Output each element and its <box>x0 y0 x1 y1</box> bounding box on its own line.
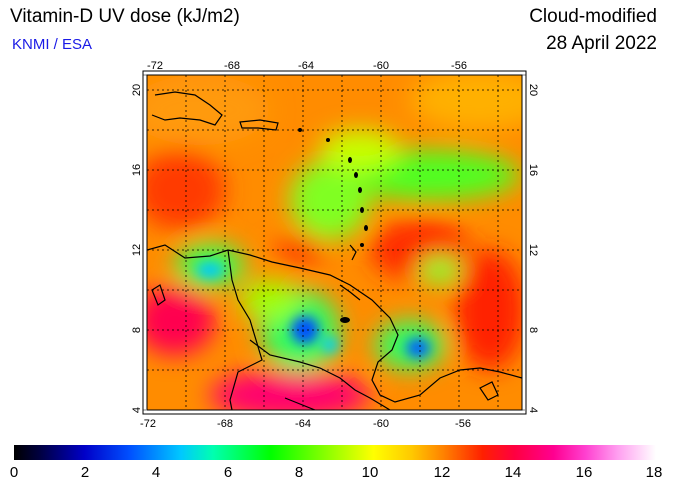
lat-tick-label: 12 <box>527 244 539 256</box>
lat-tick-label: 16 <box>527 164 539 176</box>
map-title: Vitamin-D UV dose (kJ/m2) <box>10 6 240 27</box>
lat-ticks-left: 20 16 12 8 4 <box>131 84 143 413</box>
mode-label: Cloud-modified <box>529 6 657 27</box>
colorbar-label: 0 <box>9 464 19 481</box>
map-frame <box>142 70 527 415</box>
lon-tick-label: -60 <box>373 418 389 430</box>
lon-tick-label: -64 <box>298 60 314 72</box>
lon-tick-label: -64 <box>295 418 311 430</box>
uv-dose-map: -72 -68 -64 -60 -56 -72 -68 -64 -60 -56 … <box>131 60 539 430</box>
lat-tick-label: 8 <box>527 327 539 333</box>
colorbar-label: 18 <box>645 464 663 481</box>
colorbar-label: 8 <box>294 464 304 481</box>
lon-tick-label: -72 <box>140 418 156 430</box>
lon-tick-label: -72 <box>147 60 163 72</box>
lon-tick-label: -56 <box>451 60 467 72</box>
colorbar <box>14 445 656 460</box>
graticule <box>147 75 522 410</box>
colorbar-label: 4 <box>151 464 161 481</box>
lat-tick-label: 16 <box>131 164 143 176</box>
colorbar-label: 16 <box>575 464 593 481</box>
lon-tick-label: -68 <box>224 60 240 72</box>
lat-ticks-right: 20 16 12 8 4 <box>527 84 539 413</box>
date-label: 28 April 2022 <box>546 33 657 54</box>
lon-ticks-top: -72 -68 -64 -60 -56 <box>147 60 467 72</box>
lat-tick-label: 4 <box>527 407 539 413</box>
lon-tick-label: -56 <box>455 418 471 430</box>
colorbar-label: 10 <box>361 464 379 481</box>
lat-tick-label: 20 <box>131 84 143 96</box>
lat-tick-label: 12 <box>131 244 143 256</box>
lat-tick-label: 20 <box>527 84 539 96</box>
lat-tick-label: 8 <box>131 327 143 333</box>
lon-tick-label: -60 <box>373 60 389 72</box>
lon-tick-label: -68 <box>217 418 233 430</box>
dose-field <box>147 75 522 410</box>
colorbar-label: 2 <box>80 464 90 481</box>
colorbar-label: 12 <box>433 464 451 481</box>
colorbar-label: 6 <box>223 464 233 481</box>
lat-tick-label: 4 <box>131 407 143 413</box>
colorbar-label: 14 <box>504 464 522 481</box>
credit-label: KNMI / ESA <box>12 36 93 53</box>
lon-ticks-bottom: -72 -68 -64 -60 -56 <box>140 418 471 430</box>
